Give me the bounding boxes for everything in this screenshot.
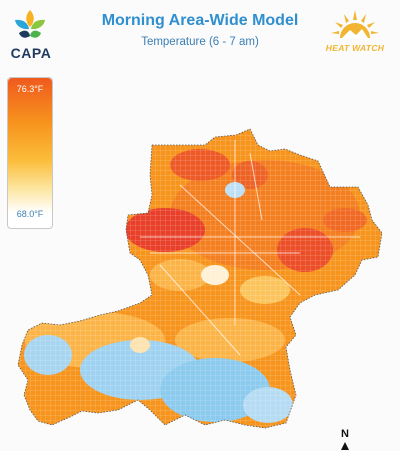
legend-max-label: 76.3°F	[16, 84, 44, 94]
heat-watch-text: HEAT WATCH	[325, 43, 385, 53]
legend-min-label: 68.0°F	[16, 209, 44, 219]
temperature-surface	[18, 129, 382, 428]
page-title: Morning Area-Wide Model	[101, 12, 299, 29]
temperature-map	[17, 128, 383, 429]
city-boundary	[17, 128, 383, 429]
north-label: N	[341, 428, 349, 440]
temperature-legend: 76.3°F 68.0°F	[7, 77, 53, 229]
heat-watch-logo: HEAT WATCH	[322, 8, 388, 58]
capa-logo-text: CAPA	[10, 45, 52, 61]
page-subtitle: Temperature (6 - 7 am)	[141, 36, 259, 48]
sun-icon	[331, 10, 379, 38]
capa-logo: CAPA	[8, 8, 52, 61]
legend-color-ramp	[8, 78, 52, 228]
north-arrow-icon	[341, 442, 349, 450]
leaf-icon	[15, 10, 45, 38]
